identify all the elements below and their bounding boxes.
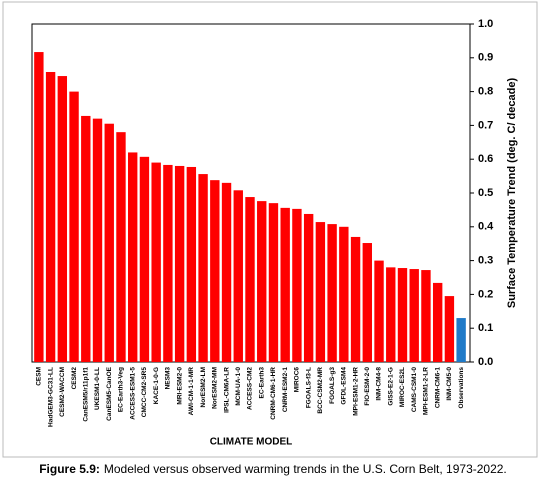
x-tick-label: INM-CM4-8 [376, 367, 383, 401]
y-tick-label: 0.1 [478, 322, 493, 334]
x-tick-label: FGOALS-g3 [329, 367, 336, 404]
x-tick-label: GISS-E2-1-G [387, 367, 394, 406]
x-tick-label: HadGEM3-GC31-LL [47, 367, 54, 427]
x-tick-label: KACE-1-0-G [153, 367, 160, 404]
bar [186, 166, 197, 362]
x-tick-label: CNRM-ESM2-1 [282, 367, 289, 413]
x-tick-label: CAMS-CSM1-0 [411, 367, 418, 413]
bar [69, 91, 79, 362]
x-tick-label: MPI-ESM1-2-HR [352, 367, 359, 416]
x-tick-label: CESM2-WACCM [59, 367, 66, 417]
bar [128, 152, 138, 362]
bar [92, 118, 103, 362]
caption: Figure 5.9: Modeled versus observed warmi… [0, 462, 546, 476]
x-tick-label: CNRM-CM6-1-HR [270, 367, 277, 420]
x-tick-label: FIO-ESM-2-0 [364, 367, 371, 406]
y-tick-label: 0.8 [478, 86, 493, 98]
bar [421, 270, 431, 362]
x-tick-label: MRI-ESM2-0 [176, 367, 183, 405]
x-tick-label: AWI-CM-1-1-MR [188, 367, 195, 416]
bar [432, 282, 443, 362]
chart: CLIMATE MODEL Surface Temperature Trend … [2, 1, 538, 458]
bar [198, 174, 208, 362]
bar [233, 190, 243, 362]
x-tick-label: UKESM1-0-LL [94, 367, 101, 410]
bar [57, 76, 68, 362]
bar [34, 52, 44, 362]
bar [221, 182, 232, 362]
y-tick-label: 0.3 [478, 255, 493, 267]
x-tick-label: EC-Earth3 [258, 367, 265, 399]
bar [81, 115, 91, 362]
caption-text: Modeled versus observed warming trends i… [103, 462, 507, 476]
bar [444, 296, 455, 362]
bar [174, 165, 185, 362]
y-tick-label: 0.9 [478, 52, 493, 64]
x-tick-label: ACCESS-ESM1-5 [129, 367, 136, 420]
bar [409, 269, 419, 362]
x-axis-label: CLIMATE MODEL [210, 437, 293, 448]
x-tick-label: MCM-UA-1-0 [235, 367, 242, 406]
y-tick-label: 0.5 [478, 187, 493, 199]
x-tick-label: CESM [36, 367, 43, 386]
x-tick-label: CanESM5-CanOE [106, 366, 113, 420]
bar [456, 318, 466, 362]
bar [303, 213, 314, 362]
x-tick-label: MIROC-ES2L [399, 367, 406, 407]
x-tick-label: BCC-CSM2-MR [317, 367, 324, 414]
x-tick-label: NorESM2-MM [212, 367, 219, 409]
x-tick-label: EC-Earth3-Veg [118, 367, 125, 412]
x-tick-label: CMCC-CM2-SR5 [141, 367, 148, 418]
bar [397, 268, 408, 362]
x-tick-label: MPI-ESM1-2-LR [423, 367, 430, 415]
x-tick-label: GFDL-ESM4 [341, 367, 348, 405]
bar [292, 208, 302, 362]
chart-frame [2, 1, 538, 458]
bar [139, 156, 150, 362]
y-tick-label: 1.0 [478, 18, 493, 30]
bar [245, 197, 255, 362]
bar [210, 180, 220, 362]
bar [151, 162, 161, 362]
x-tick-label: IPSL-CM6A-LR [223, 367, 230, 413]
x-tick-label: CESM2 [71, 367, 78, 390]
bar [350, 236, 361, 362]
bar [257, 201, 267, 362]
y-axis-label: Surface Temperature Trend (deg. C/ decad… [506, 78, 518, 309]
bar [327, 224, 337, 362]
x-tick-label: MIROC6 [294, 367, 301, 393]
bar [374, 260, 384, 362]
x-tick-label: NESM3 [165, 367, 172, 390]
bar [45, 71, 56, 362]
bar [163, 164, 173, 362]
y-tick-label: 0.2 [478, 288, 493, 300]
bar [339, 226, 349, 362]
bar [116, 132, 126, 362]
bar [280, 207, 290, 362]
y-tick-label: 0.0 [478, 356, 493, 368]
x-tick-label: INM-CM5-0 [446, 367, 453, 401]
x-tick-label: Observations [458, 367, 465, 409]
caption-label: Figure 5.9: [39, 462, 100, 476]
x-tick-label: ACCESS-CM2 [247, 367, 254, 410]
y-tick-label: 0.4 [478, 221, 494, 233]
bar [362, 243, 372, 362]
bar [268, 203, 279, 362]
y-tick-label: 0.7 [478, 119, 493, 131]
x-tick-label: CanESM5/r11p1f1 [83, 367, 90, 422]
x-tick-label: NorESM2-LM [200, 367, 207, 407]
bar [315, 222, 326, 362]
bar [104, 123, 114, 363]
y-tick-label: 0.6 [478, 153, 493, 165]
x-tick-label: FGOALS-f3-L [305, 367, 312, 408]
x-tick-label: CNRM-CM6-1 [434, 367, 441, 409]
bar [386, 267, 396, 362]
